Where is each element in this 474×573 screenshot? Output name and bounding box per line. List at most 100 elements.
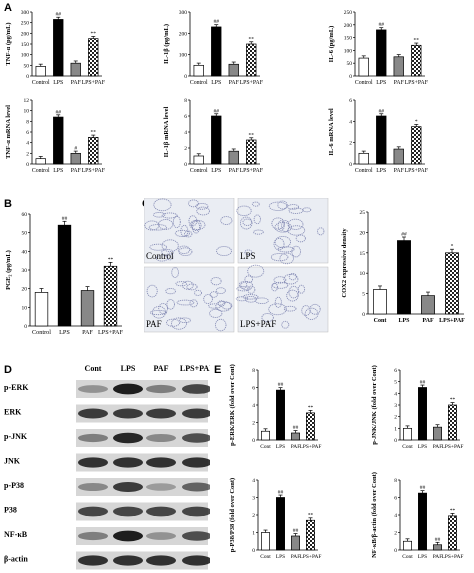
y-tick-label: 8 [184, 98, 187, 104]
x-tick-label: Control [32, 80, 50, 86]
bar-LPS [276, 497, 285, 551]
tissue-alveolus [148, 224, 168, 231]
tissue-alveolus [178, 317, 191, 324]
y-tick-label: 300 [179, 10, 188, 16]
panel-b-chart: 0 10 20 30 40 50 60 PGE₂ (pg/mL) Control ## LPS PAF… [5, 212, 124, 336]
y-tick-label: 150 [21, 42, 30, 48]
tissue-alveolus [149, 243, 168, 251]
blot-band [182, 482, 210, 492]
y-tick-label: 0 [362, 312, 365, 318]
bar-LPS [211, 26, 222, 77]
bar-LPS [418, 492, 427, 551]
x-tick-label: LPS [53, 80, 63, 86]
blot-band [182, 555, 210, 566]
bar-PAF [228, 63, 239, 77]
significance-label: ## [62, 216, 68, 222]
significance-label: ## [214, 108, 220, 114]
y-tick-label: 0 [24, 324, 27, 330]
bar-LPS [397, 240, 411, 315]
x-tick-label: PAF [229, 168, 240, 174]
significance-label: * [451, 244, 454, 250]
y-tick-label: 5 [394, 380, 397, 386]
blot-band [113, 432, 143, 444]
micrograph-PAF [144, 266, 235, 333]
blot-row-label: p-P38 [4, 481, 24, 490]
x-tick-label: LPS+PAF [405, 80, 429, 86]
tissue-alveolus [149, 309, 167, 316]
x-tick-label: LPS+PAF [442, 444, 464, 450]
x-tick-label: LPS+PAF [442, 554, 464, 560]
panel-label-e: E [214, 364, 222, 376]
tissue-alveolus [270, 253, 289, 262]
bar-LPS+PAF [306, 412, 315, 441]
bar-PAF [80, 290, 95, 327]
y-tick-label: 2 [394, 415, 397, 421]
tissue-alveolus [165, 288, 177, 295]
x-tick-label: LPS [59, 329, 70, 336]
tissue-alveolus [158, 219, 174, 230]
y-tick-label: 6 [394, 496, 397, 502]
y-tick-label: 3 [252, 496, 255, 502]
significance-label: ** [91, 130, 97, 136]
x-tick-label: LPS [418, 444, 427, 450]
y-tick-label: 10 [22, 305, 28, 311]
micrograph-grid [144, 198, 329, 333]
bar-PAF [291, 535, 300, 551]
tissue-alveolus [236, 285, 251, 292]
y-tick-label: 2 [394, 531, 397, 537]
tissue-alveolus [214, 318, 227, 332]
tissue-alveolus [194, 289, 203, 296]
y-tick-label: 300 [21, 10, 30, 16]
tissue-alveolus [177, 245, 191, 254]
tissue-alveolus [286, 289, 299, 302]
y-axis-label: IL-1β (pg/mL) [163, 24, 170, 64]
panel-label-d: D [4, 364, 12, 376]
x-tick-label: Control [355, 80, 373, 86]
y-axis-label: PGE₂ (pg/mL) [5, 250, 12, 290]
tissue-alveolus [279, 252, 294, 265]
y-tick-label: 200 [344, 23, 353, 29]
tissue-alveolus [244, 275, 254, 283]
blot-band [78, 457, 108, 468]
blot-row-label: JNK [4, 457, 21, 466]
x-tick-label: LPS [211, 168, 221, 174]
tissue-alveolus [273, 237, 285, 251]
tissue-alveolus [283, 305, 297, 312]
x-tick-label: LPS [211, 80, 221, 86]
y-tick-label: 15 [360, 251, 366, 257]
y-axis-label: COX2 expressive density [341, 228, 348, 298]
y-tick-label: 25 [360, 210, 366, 216]
y-tick-label: 20 [22, 287, 28, 293]
blot-band [146, 384, 176, 394]
x-tick-label: Control [32, 329, 51, 336]
micrograph-label-paf: PAF [146, 319, 162, 329]
blot-row-label: ERK [4, 408, 22, 417]
blot-row-label: p-ERK [4, 383, 29, 392]
y-tick-label: 0 [252, 438, 255, 444]
significance-label: # [74, 146, 77, 152]
y-axis-label: p-P38/P38 (fold over Cont) [229, 478, 236, 552]
bar-LPS [418, 387, 427, 441]
micrograph-label-control: Control [146, 251, 174, 261]
chart-E3: 0 1 2 3 4 p-P38/P38 (fold over Cont) Cont ## LPS… [229, 478, 321, 560]
y-tick-label: 100 [179, 53, 188, 59]
y-axis-label: p-JNK/JNK (fold over Cont) [371, 365, 378, 445]
micrograph-label-lps: LPS [240, 251, 256, 261]
blot-band [146, 532, 176, 540]
y-tick-label: 100 [21, 53, 30, 59]
blot-band [182, 408, 210, 419]
y-tick-label: 0 [184, 162, 187, 168]
x-tick-label: PAF [291, 554, 300, 560]
x-tick-label: PAF [229, 80, 240, 86]
x-tick-label: PAF [291, 444, 300, 450]
y-tick-label: 4 [349, 119, 352, 125]
x-tick-label: PAF [82, 329, 93, 336]
micrograph-Control [144, 198, 235, 264]
x-tick-label: LPS [376, 168, 386, 174]
y-tick-label: 6 [252, 386, 255, 392]
blot-band [78, 483, 108, 491]
tissue-alveolus [288, 285, 299, 299]
blot-band [78, 555, 108, 566]
x-tick-label: Cont [260, 554, 271, 560]
